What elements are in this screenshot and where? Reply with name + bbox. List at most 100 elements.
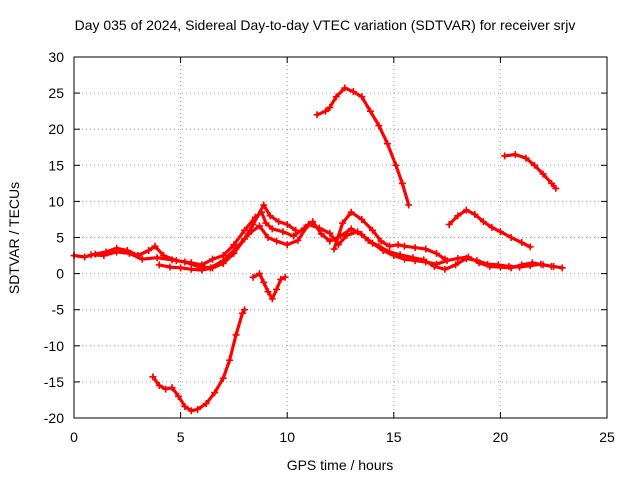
data-point xyxy=(452,261,460,269)
grid xyxy=(74,57,607,418)
x-tick-labels: 0 5 10 15 20 25 xyxy=(70,429,615,445)
data-point xyxy=(187,265,195,273)
data-point xyxy=(125,249,133,257)
data-point xyxy=(209,255,217,263)
data-point xyxy=(518,239,526,247)
x-tick-label: 20 xyxy=(493,429,509,445)
data-point xyxy=(113,248,121,256)
data-point xyxy=(260,278,268,286)
data-point xyxy=(445,221,453,229)
y-tick-label: -5 xyxy=(52,302,65,318)
data-point xyxy=(313,111,321,119)
data-point xyxy=(174,392,182,400)
data-point xyxy=(484,260,492,268)
data-point xyxy=(326,229,334,237)
data-point xyxy=(552,184,560,192)
data-point xyxy=(202,400,210,408)
data-point xyxy=(430,262,438,270)
y-tick-label: -15 xyxy=(44,374,64,390)
y-tick-label: 0 xyxy=(56,266,64,282)
data-point xyxy=(386,242,394,250)
data-point xyxy=(526,262,534,270)
data-point xyxy=(454,212,462,220)
data-point xyxy=(368,226,376,234)
data-point xyxy=(330,245,338,253)
x-tick-label: 15 xyxy=(386,429,402,445)
data-point xyxy=(81,253,89,261)
data-point xyxy=(230,249,238,257)
data-point xyxy=(347,208,355,216)
data-point xyxy=(548,262,556,270)
data-point xyxy=(268,225,276,233)
data-point xyxy=(283,241,291,249)
data-point xyxy=(260,201,268,209)
data-point xyxy=(558,264,566,272)
data-point xyxy=(209,264,217,272)
series-arc-20-22 xyxy=(501,150,560,192)
series-arc-17-21 xyxy=(445,206,534,251)
series-mid-band xyxy=(330,208,449,263)
data-point xyxy=(511,150,519,158)
data-point xyxy=(187,407,195,415)
y-tick-label: 15 xyxy=(48,157,64,173)
data-point xyxy=(394,241,402,249)
x-tick-label: 10 xyxy=(279,429,295,445)
data-point xyxy=(153,254,161,262)
data-point xyxy=(315,224,323,232)
data-point xyxy=(347,225,355,233)
data-point xyxy=(539,170,547,178)
data-point xyxy=(488,223,496,231)
data-point xyxy=(162,385,170,393)
data-point xyxy=(349,88,357,96)
series-low-baseline-c xyxy=(155,201,300,274)
data-point xyxy=(409,254,417,262)
data-point xyxy=(264,288,272,296)
data-point xyxy=(292,226,300,234)
data-point xyxy=(396,251,404,259)
series-line xyxy=(447,208,532,249)
data-point xyxy=(219,374,227,382)
x-axis-title: GPS time / hours xyxy=(287,457,394,473)
data-point xyxy=(305,221,313,229)
data-point xyxy=(230,241,238,249)
data-point xyxy=(264,234,272,241)
x-tick-label: 0 xyxy=(70,429,78,445)
data-point xyxy=(537,260,545,268)
data-point xyxy=(168,384,176,392)
data-point xyxy=(494,261,502,269)
data-point xyxy=(354,228,362,236)
data-point xyxy=(531,161,539,169)
data-point xyxy=(441,265,449,273)
data-point xyxy=(339,219,347,227)
data-point xyxy=(400,242,408,250)
plot-frame xyxy=(73,56,608,419)
series-low-dip-segment xyxy=(249,270,289,303)
data-point xyxy=(198,266,206,274)
data-point xyxy=(138,255,146,263)
data-point xyxy=(526,243,534,251)
data-point xyxy=(181,258,189,266)
data-point xyxy=(432,249,440,257)
data-point xyxy=(411,244,419,252)
data-point xyxy=(522,154,530,162)
data-point xyxy=(155,261,163,269)
data-point xyxy=(100,252,108,260)
data-point xyxy=(358,215,366,223)
data-point xyxy=(249,273,257,281)
data-point xyxy=(255,222,263,230)
chart-title: Day 035 of 2024, Sidereal Day-to-day VTE… xyxy=(75,17,576,33)
y-tick-label: 10 xyxy=(48,193,64,209)
data-point xyxy=(273,237,281,245)
data-point xyxy=(364,236,372,244)
data-point xyxy=(516,263,524,271)
series-low-baseline-a xyxy=(70,208,566,272)
series-negative-arc xyxy=(149,306,249,415)
data-point xyxy=(262,219,270,227)
data-point xyxy=(462,206,470,214)
data-point xyxy=(194,405,202,413)
series-high-arc xyxy=(313,84,413,209)
y-tick-label: -20 xyxy=(44,410,64,426)
data-point xyxy=(383,140,391,148)
